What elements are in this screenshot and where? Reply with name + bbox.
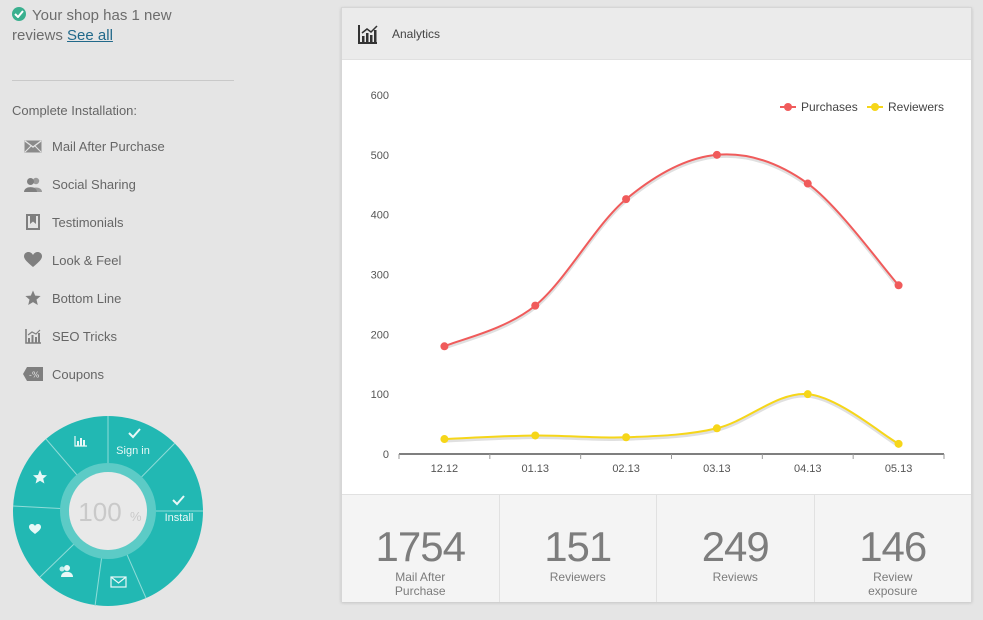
wheel-heart-icon[interactable] bbox=[29, 524, 41, 534]
sidebar-item-social-sharing[interactable]: Social Sharing bbox=[22, 165, 165, 203]
new-reviews-notice: Your shop has 1 new reviews See all bbox=[12, 6, 222, 46]
stat-label: Reviewers bbox=[549, 570, 606, 584]
data-point-purchases bbox=[712, 150, 721, 159]
progress-percent-sign: % bbox=[130, 509, 142, 524]
y-tick-label: 0 bbox=[383, 449, 389, 461]
svg-text:-%: -% bbox=[29, 371, 40, 380]
y-tick-label: 100 bbox=[371, 389, 389, 401]
stat-value: 249 bbox=[701, 523, 770, 570]
wheel-star-icon[interactable] bbox=[33, 470, 47, 484]
sidebar-item-mail-after-purchase[interactable]: Mail After Purchase bbox=[22, 127, 165, 165]
notice-text: Your shop has 1 new reviews bbox=[12, 7, 172, 44]
stat-label: Mail After Purchase bbox=[394, 570, 446, 598]
y-tick-label: 400 bbox=[371, 210, 389, 222]
x-tick-label: 01.13 bbox=[521, 463, 549, 475]
sidebar-item-label: Coupons bbox=[52, 366, 105, 382]
stat-mail-after-purchase: 1754 Mail After Purchase bbox=[342, 495, 500, 602]
series-line-purchases bbox=[444, 153, 900, 348]
stats-bar: 1754 Mail After Purchase 151 Reviewers 2… bbox=[342, 494, 971, 602]
wheel-sign-in-segment[interactable]: Sign in bbox=[116, 428, 150, 457]
series-line-shadow-reviewers bbox=[444, 394, 900, 448]
stat-label: Reviews bbox=[712, 570, 758, 584]
see-all-link[interactable]: See all bbox=[67, 27, 113, 44]
stat-value: 151 bbox=[544, 523, 612, 570]
heart-icon bbox=[22, 251, 44, 269]
installation-progress-wheel: 100 % Sign in Install bbox=[10, 414, 210, 615]
stat-value: 146 bbox=[859, 523, 927, 570]
star-icon bbox=[22, 289, 44, 307]
bookmark-icon bbox=[22, 213, 44, 231]
stat-reviews: 249 Reviews bbox=[657, 495, 815, 602]
install-menu: Mail After Purchase Social Sharing Testi… bbox=[22, 127, 165, 393]
users-icon bbox=[22, 175, 44, 193]
sidebar-item-look-and-feel[interactable]: Look & Feel bbox=[22, 241, 165, 279]
data-point-purchases bbox=[440, 342, 449, 351]
x-tick-label: 02.13 bbox=[612, 463, 640, 475]
data-point-purchases bbox=[803, 179, 812, 188]
data-point-reviewers bbox=[712, 424, 721, 433]
progress-percent: 100 bbox=[78, 497, 121, 527]
series-line-reviewers bbox=[444, 393, 900, 445]
sidebar-item-label: SEO Tricks bbox=[52, 328, 118, 344]
x-tick-label: 04.13 bbox=[794, 463, 822, 475]
sidebar-item-testimonials[interactable]: Testimonials bbox=[22, 203, 165, 241]
wheel-install-label: Install bbox=[165, 512, 194, 524]
data-point-reviewers bbox=[531, 431, 540, 440]
analytics-line-chart: 12.12 01.13 02.13 03.13 04.13 05.13 0 100 200 300… bbox=[371, 90, 945, 475]
wheel-install-segment[interactable]: Install bbox=[165, 495, 194, 524]
legend-marker-reviewers bbox=[871, 103, 879, 111]
sidebar-item-label: Social Sharing bbox=[52, 176, 136, 192]
stat-reviewers: 151 Reviewers bbox=[500, 495, 657, 602]
wheel-users-icon[interactable] bbox=[59, 565, 74, 577]
data-point-reviewers bbox=[803, 390, 812, 399]
coupon-icon: -% bbox=[22, 365, 44, 383]
analytics-panel: Analytics 12.12 01.13 02.13 03.13 04.13 05.13… bbox=[341, 7, 972, 602]
sidebar-item-label: Look & Feel bbox=[52, 252, 122, 268]
legend-marker-purchases bbox=[784, 103, 792, 111]
sidebar-divider bbox=[12, 80, 234, 81]
data-point-purchases bbox=[622, 195, 631, 204]
wheel-chart-icon[interactable] bbox=[74, 436, 87, 447]
install-title: Complete Installation: bbox=[12, 103, 138, 118]
data-point-reviewers bbox=[894, 439, 903, 448]
data-point-purchases bbox=[894, 281, 903, 290]
wheel-mail-icon[interactable] bbox=[110, 576, 127, 588]
x-tick-label: 12.12 bbox=[431, 463, 459, 475]
stat-label: Review exposure bbox=[868, 570, 918, 598]
sidebar-item-label: Mail After Purchase bbox=[52, 138, 165, 154]
stat-review-exposure: 146 Review exposure bbox=[815, 495, 972, 602]
data-point-reviewers bbox=[440, 435, 449, 444]
y-tick-label: 200 bbox=[371, 329, 389, 341]
sidebar-item-bottom-line[interactable]: Bottom Line bbox=[22, 279, 165, 317]
legend-label-purchases: Purchases bbox=[801, 100, 858, 114]
y-tick-label: 600 bbox=[371, 90, 389, 102]
analytics-chart-icon bbox=[358, 24, 378, 44]
series-line-shadow-purchases bbox=[443, 154, 900, 350]
chart-icon bbox=[22, 327, 44, 345]
mail-icon bbox=[22, 137, 44, 155]
wheel-sign-in-label: Sign in bbox=[116, 445, 150, 457]
sidebar-item-seo-tricks[interactable]: SEO Tricks bbox=[22, 317, 165, 355]
sidebar-item-coupons[interactable]: -% Coupons bbox=[22, 355, 165, 393]
data-point-purchases bbox=[531, 301, 540, 310]
panel-header: Analytics bbox=[342, 8, 971, 60]
panel-title: Analytics bbox=[392, 26, 441, 41]
legend-label-reviewers: Reviewers bbox=[888, 100, 944, 114]
data-point-reviewers bbox=[622, 433, 631, 442]
y-tick-label: 300 bbox=[371, 270, 389, 282]
x-tick-label: 05.13 bbox=[885, 463, 913, 475]
check-circle-icon bbox=[12, 7, 26, 21]
sidebar-item-label: Testimonials bbox=[52, 214, 124, 230]
x-tick-label: 03.13 bbox=[703, 463, 731, 475]
y-tick-label: 500 bbox=[371, 150, 389, 162]
sidebar-item-label: Bottom Line bbox=[52, 290, 122, 306]
stat-value: 1754 bbox=[375, 523, 466, 570]
